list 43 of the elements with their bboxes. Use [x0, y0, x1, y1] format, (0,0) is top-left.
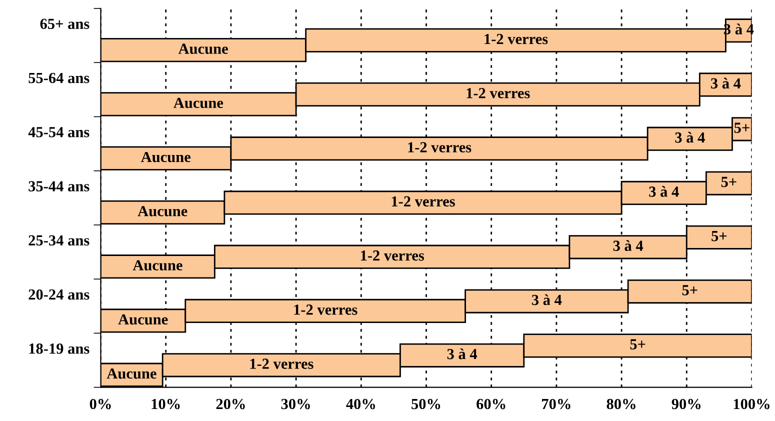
x-tick-label: 80%	[606, 398, 636, 410]
text: Aucune	[178, 44, 228, 54]
text: 5+	[721, 176, 736, 188]
y-tick-label: 65+ ans	[40, 18, 90, 30]
y-tick-label: 35-44 ans	[28, 181, 90, 192]
series-label: Aucune	[140, 152, 190, 162]
text: 1-2 verres	[250, 358, 314, 369]
text: Aucune	[138, 206, 188, 216]
text: 5+	[682, 285, 698, 296]
x-tick-label: 30%	[281, 398, 310, 410]
x-tick-label: 70%	[542, 398, 570, 410]
x-tick-label: 20%	[216, 398, 245, 410]
text: 1-2 verres	[392, 196, 455, 207]
text: 3 à 4	[613, 240, 644, 251]
x-tick-label: 10%	[152, 398, 180, 410]
text: Aucune	[106, 368, 156, 379]
text: Aucune	[118, 314, 168, 325]
text: 1-2 verres	[484, 34, 548, 44]
text: 5+	[712, 231, 727, 242]
y-tick-label: 25-34 ans	[28, 235, 90, 246]
text: 1-2 verres	[294, 304, 358, 315]
text: 3 à 4	[675, 132, 705, 143]
text: 1-2 verres	[466, 88, 530, 98]
text: Aucune	[132, 260, 182, 270]
y-tick-label: 18-19 ans	[29, 343, 90, 354]
text: 3 à 4	[649, 186, 679, 197]
text: 3 à 4	[711, 78, 741, 89]
text: Aucune	[174, 98, 224, 108]
x-tick-label: 60%	[476, 398, 506, 410]
series-label: 1-2 verres	[360, 250, 424, 261]
series-label: 5+	[734, 122, 750, 133]
x-tick-label: 90%	[672, 398, 700, 410]
x-tick-label: 50%	[412, 398, 440, 410]
y-tick-label: 20-24 ans	[28, 289, 90, 300]
y-tick-label: 55-64 ans	[28, 72, 90, 84]
text: 3 à 4	[532, 294, 562, 306]
x-tick-label: 100%	[734, 398, 770, 410]
text: 5+	[630, 339, 646, 350]
x-tick-label: 0%	[90, 398, 111, 410]
x-tick-label: 40%	[346, 398, 375, 410]
y-tick-label: 45-54 ans	[28, 127, 90, 138]
text: 3 à 4	[447, 348, 478, 360]
text: 1-2 verres	[408, 142, 472, 152]
